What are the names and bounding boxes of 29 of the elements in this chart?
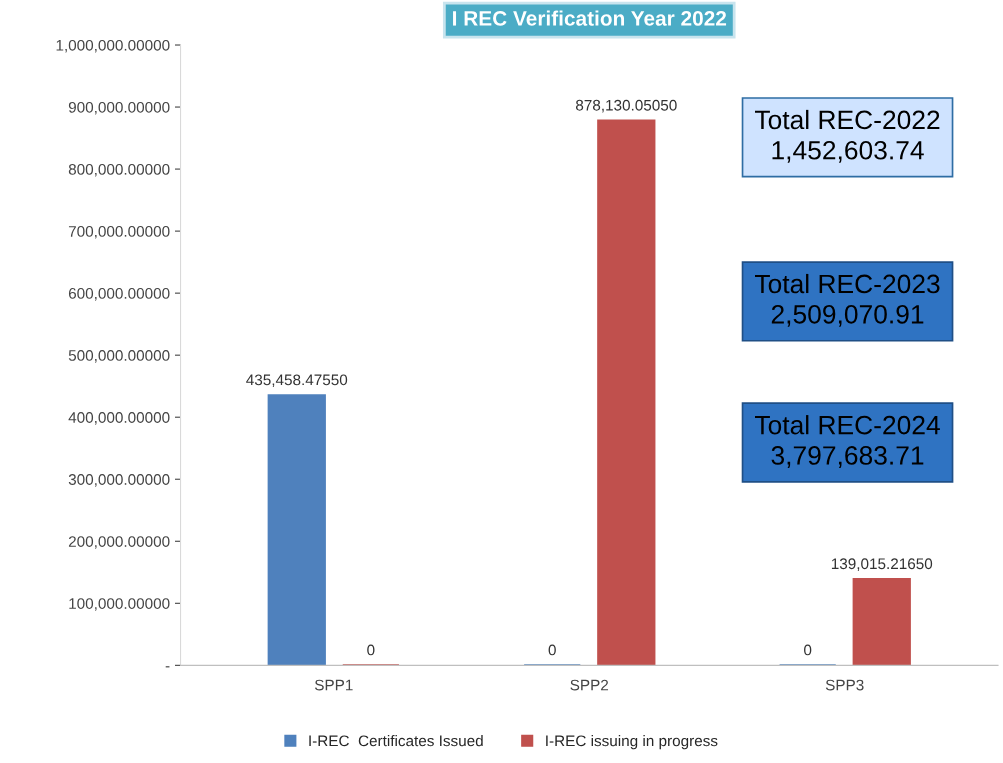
annotation: Total REC-2023 2,509,070.91 (755, 273, 940, 327)
y-tick-label: 900,000.00000 (68, 101, 170, 115)
x-tick-label: SPP1 (314, 679, 353, 691)
y-tick-label: 1,000,000.00000 (56, 39, 170, 53)
data-label: 0 (804, 644, 812, 656)
bar (597, 119, 656, 666)
data-label: 0 (367, 644, 375, 656)
y-tick-label: 200,000.00000 (68, 536, 170, 549)
y-tick-label: 100,000.00000 (69, 598, 170, 611)
data-label: 0 (548, 644, 556, 656)
y-tick-label: 500,000.00000 (68, 350, 170, 363)
legend-label: I-REC issuing in progress (546, 735, 718, 750)
data-label: 435,458.47550 (246, 374, 348, 388)
y-tick-label: 300,000.00000 (68, 474, 170, 487)
bar (852, 578, 911, 666)
y-tick-label: 700,000.00000 (68, 225, 170, 239)
chart-title: I REC Verification Year 2022 (453, 10, 727, 26)
y-tick-label: 600,000.00000 (68, 288, 170, 301)
legend-label: I-REC Certificates Issued (309, 735, 483, 747)
y-tick-label: - (165, 666, 170, 668)
annotation: Total REC-2024 3,797,683.71 (755, 415, 940, 468)
annotation: Total REC-2022 1,452,603.74 (755, 109, 940, 163)
x-tick-label: SPP3 (825, 679, 864, 691)
y-tick-label: 800,000.00000 (68, 163, 170, 177)
x-tick-label: SPP2 (570, 679, 609, 691)
data-label: 139,015.21650 (831, 558, 933, 571)
y-tick-label: 400,000.00000 (68, 412, 170, 425)
data-label: 878,130.05050 (575, 99, 677, 113)
bar (267, 394, 326, 666)
